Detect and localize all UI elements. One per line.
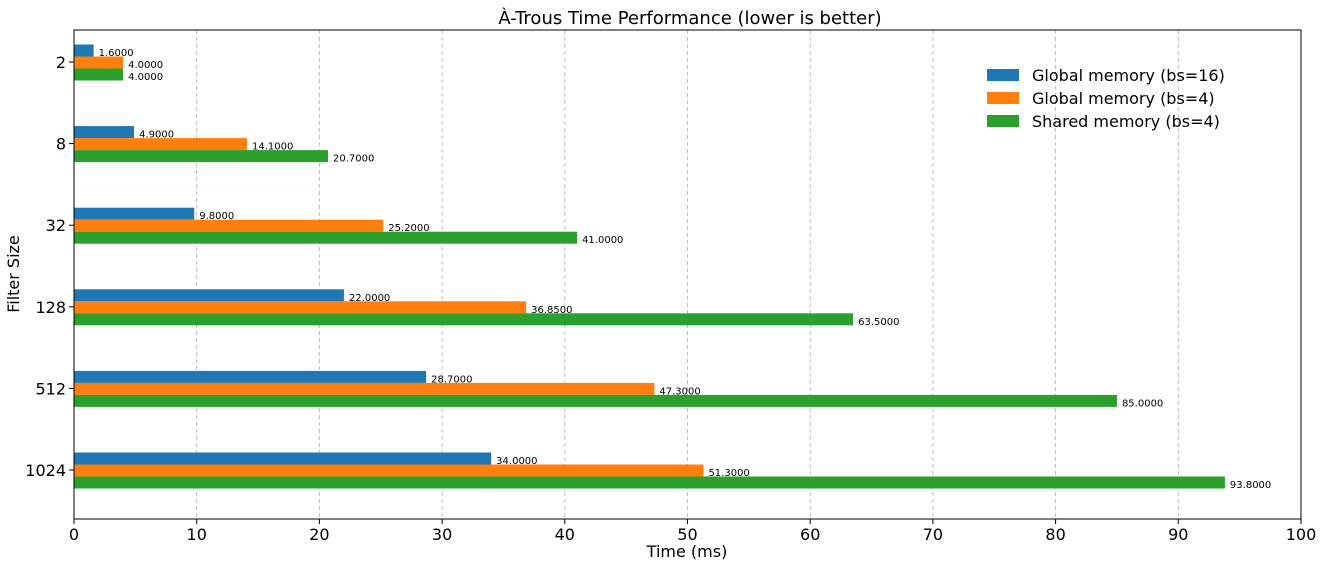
x-tick-label: 20 — [309, 525, 329, 544]
bar — [74, 56, 124, 69]
bar-value-label: 93.8000 — [1230, 480, 1271, 491]
legend: Global memory (bs=16) Global memory (bs=4… — [987, 66, 1225, 131]
bar-value-label: 22.0000 — [349, 293, 390, 304]
y-tick-label: 2 — [56, 53, 66, 72]
legend-swatch — [987, 69, 1019, 81]
x-tick-label: 80 — [1045, 525, 1065, 544]
grid-lines — [196, 30, 1179, 519]
bar — [74, 231, 578, 244]
x-axis: 0 10 20 30 40 50 60 70 80 90 100 — [69, 519, 1316, 544]
x-tick-label: 0 — [69, 525, 79, 544]
bar — [74, 382, 655, 395]
bar-value-label: 28.7000 — [431, 374, 472, 385]
x-tick-label: 90 — [1168, 525, 1188, 544]
bar — [74, 138, 248, 151]
legend-label: Shared memory (bs=4) — [1032, 112, 1220, 131]
x-axis-label: Time (ms) — [646, 542, 728, 561]
x-tick-label: 50 — [677, 525, 697, 544]
bar-value-label: 4.0000 — [128, 72, 163, 83]
bar — [74, 289, 344, 302]
legend-swatch — [987, 115, 1019, 127]
bar — [74, 150, 328, 163]
bar — [74, 301, 527, 314]
bars — [74, 44, 1225, 489]
x-tick-label: 70 — [923, 525, 943, 544]
bar-value-label: 4.9000 — [139, 130, 174, 141]
bar-value-label: 1.6000 — [99, 48, 134, 59]
bar-value-label: 14.1000 — [252, 142, 293, 153]
y-tick-label: 1024 — [25, 461, 66, 480]
bar — [74, 219, 384, 232]
y-axis-label: Filter Size — [4, 235, 23, 313]
bar — [74, 126, 135, 139]
bar-value-label: 4.0000 — [128, 60, 163, 71]
bar-value-label: 51.3000 — [708, 468, 749, 479]
x-tick-label: 10 — [187, 525, 207, 544]
bar — [74, 207, 195, 220]
y-axis: 2 8 32 128 512 1024 — [25, 53, 74, 480]
bar-value-label: 9.8000 — [199, 211, 234, 222]
bar — [74, 313, 854, 326]
x-tick-label: 60 — [800, 525, 820, 544]
legend-swatch — [987, 92, 1019, 104]
bar-value-label: 85.0000 — [1122, 398, 1163, 409]
x-tick-label: 100 — [1286, 525, 1317, 544]
bar — [74, 476, 1225, 489]
bar-value-label: 47.3000 — [659, 386, 700, 397]
bar — [74, 44, 94, 57]
chart-title: À-Trous Time Performance (lower is bette… — [498, 7, 881, 29]
legend-label: Global memory (bs=16) — [1032, 66, 1225, 85]
legend-label: Global memory (bs=4) — [1032, 89, 1215, 108]
y-tick-label: 512 — [35, 379, 66, 398]
x-tick-label: 30 — [432, 525, 452, 544]
data-labels: 1.6000 4.9000 9.8000 22.0000 28.7000 34.0000 4… — [99, 48, 1272, 491]
bar — [74, 68, 124, 81]
x-tick-label: 40 — [555, 525, 575, 544]
y-tick-label: 128 — [35, 298, 66, 317]
bar-value-label: 41.0000 — [582, 235, 623, 246]
bar-value-label: 34.0000 — [496, 456, 537, 467]
bar-value-label: 25.2000 — [388, 223, 429, 234]
bar — [74, 464, 704, 477]
bar — [74, 452, 492, 465]
bar-value-label: 20.7000 — [333, 154, 374, 165]
bar — [74, 370, 427, 383]
bar-value-label: 63.5000 — [858, 317, 899, 328]
y-tick-label: 8 — [56, 135, 66, 154]
y-tick-label: 32 — [46, 216, 66, 235]
bar-value-label: 36.8500 — [531, 305, 572, 316]
bar — [74, 394, 1117, 407]
